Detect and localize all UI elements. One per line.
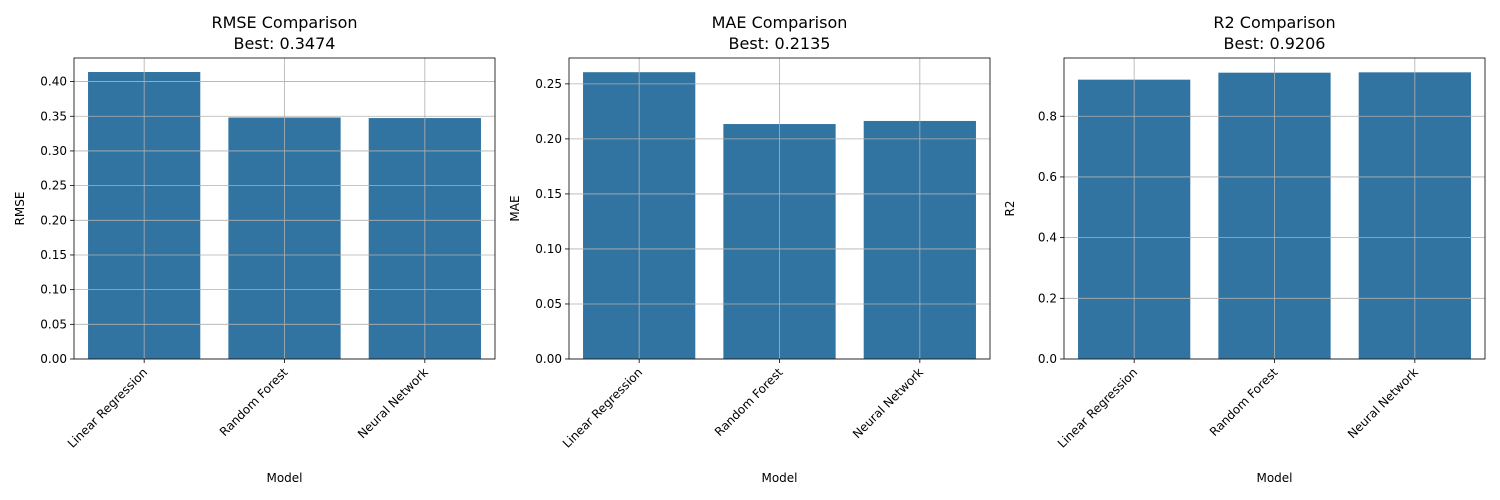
chart-title: MAE Comparison bbox=[712, 13, 848, 32]
y-tick-label: 0.35 bbox=[40, 109, 67, 123]
y-tick-label: 0.15 bbox=[535, 187, 562, 201]
y-tick-label: 0.10 bbox=[535, 242, 562, 256]
y-tick-label: 0.10 bbox=[40, 283, 67, 297]
chart-title: R2 Comparison bbox=[1213, 13, 1335, 32]
y-tick-label: 0.8 bbox=[1038, 109, 1057, 123]
x-axis-label: Model bbox=[266, 471, 302, 485]
y-tick-label: 0.05 bbox=[535, 297, 562, 311]
y-tick-label: 0.00 bbox=[40, 352, 67, 366]
y-tick-label: 0.20 bbox=[535, 132, 562, 146]
y-tick-label: 0.40 bbox=[40, 75, 67, 89]
y-tick-label: 0.25 bbox=[40, 179, 67, 193]
y-tick-label: 0.25 bbox=[535, 77, 562, 91]
y-axis-label: RMSE bbox=[13, 192, 27, 226]
y-tick-label: 0.05 bbox=[40, 317, 67, 331]
y-tick-label: 0.4 bbox=[1038, 231, 1057, 245]
y-tick-label: 0.0 bbox=[1038, 352, 1057, 366]
x-axis-label: Model bbox=[761, 471, 797, 485]
y-tick-label: 0.15 bbox=[40, 248, 67, 262]
y-axis-label: MAE bbox=[508, 195, 522, 221]
chart-subtitle: Best: 0.3474 bbox=[234, 34, 336, 53]
y-tick-label: 0.6 bbox=[1038, 170, 1057, 184]
x-axis-label: Model bbox=[1256, 471, 1292, 485]
chart-title: RMSE Comparison bbox=[211, 13, 357, 32]
y-axis-label: R2 bbox=[1003, 201, 1017, 217]
chart-subtitle: Best: 0.9206 bbox=[1224, 34, 1326, 53]
y-tick-label: 0.30 bbox=[40, 144, 67, 158]
chart-subtitle: Best: 0.2135 bbox=[729, 34, 831, 53]
y-tick-label: 0.20 bbox=[40, 213, 67, 227]
y-tick-label: 0.00 bbox=[535, 352, 562, 366]
y-tick-label: 0.2 bbox=[1038, 291, 1057, 305]
